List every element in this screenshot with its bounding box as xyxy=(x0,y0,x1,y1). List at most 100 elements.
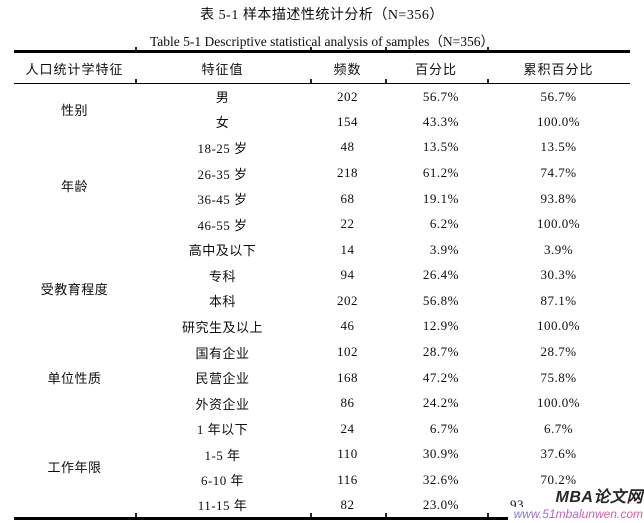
cell-cumulative: 3.9% xyxy=(543,241,574,257)
table-row: 26-35 岁 218 61.2% 74.7% xyxy=(14,160,630,186)
cell-cumulative: 87.1% xyxy=(540,292,577,308)
watermark-site-name: MBA论文网 xyxy=(551,489,644,506)
cell-frequency: 218 xyxy=(337,165,358,181)
cell-cumulative: 6.7% xyxy=(543,420,574,436)
cell-category: 单位性质 xyxy=(47,371,102,387)
cell-frequency: 24 xyxy=(340,420,355,436)
table-row: 研究生及以上 46 12.9% 100.0% xyxy=(14,314,630,340)
rule-tick xyxy=(310,513,312,517)
cell-percentage: 3.9% xyxy=(429,241,459,257)
cell-percentage: 12.9% xyxy=(422,318,459,334)
table-row: 性别 男 202 56.7% 56.7% xyxy=(14,84,630,118)
table-row: 民营企业 168 47.2% 75.8% xyxy=(14,365,630,391)
cell-cumulative: 100.0% xyxy=(536,216,581,232)
table-row: 46-55 岁 22 6.2% 100.0% xyxy=(14,211,630,237)
descriptive-statistics-table: 人口统计学特征 特征值 频数 百分比 累积百分比 性别 男 202 56.7% 56.7% 女 15… xyxy=(14,50,630,520)
rule-tick xyxy=(135,47,137,51)
cell-frequency: 168 xyxy=(337,369,358,385)
cell-percentage: 6.7% xyxy=(429,420,459,436)
watermark-site-url: www.51mbalunwen.com xyxy=(507,507,644,522)
rule-tick xyxy=(135,79,137,83)
cell-category: 工作年限 xyxy=(47,459,102,475)
cell-value: 男 xyxy=(215,90,230,106)
rule-tick xyxy=(310,79,312,83)
table-row: 单位性质 国有企业 102 28.7% 28.7% xyxy=(14,339,630,386)
column-header-1: 特征值 xyxy=(135,51,310,84)
rule-tick xyxy=(135,513,137,517)
table-row: 外资企业 86 24.2% 100.0% xyxy=(14,390,630,416)
table-row: 年龄 18-25 岁 48 13.5% 13.5% xyxy=(14,135,630,194)
cell-value: 46-55 岁 xyxy=(197,217,248,233)
cell-frequency: 22 xyxy=(340,216,355,232)
cell-category: 年龄 xyxy=(60,179,88,195)
cell-cumulative: 70.2% xyxy=(540,471,577,487)
cell-frequency: 102 xyxy=(337,344,358,360)
cell-frequency: 68 xyxy=(340,190,355,206)
cell-frequency: 202 xyxy=(337,88,358,104)
cell-frequency: 46 xyxy=(340,318,355,334)
cell-cumulative: 30.3% xyxy=(540,267,577,283)
table-title-en: Table 5-1 Descriptive statistical analys… xyxy=(149,34,495,49)
cell-frequency: 86 xyxy=(340,395,355,411)
table-row: 11-15 年 82 23.0% 93. xyxy=(14,493,630,519)
cell-value: 研究生及以上 xyxy=(181,319,263,335)
cell-percentage: 61.2% xyxy=(422,165,459,181)
cell-percentage: 23.0% xyxy=(422,496,459,512)
column-header-3: 百分比 xyxy=(385,51,487,84)
cell-frequency: 14 xyxy=(340,241,355,257)
cell-value: 1-5 年 xyxy=(204,447,241,463)
cell-percentage: 47.2% xyxy=(422,369,459,385)
table-row: 6-10 年 116 32.6% 70.2% xyxy=(14,467,630,493)
table-row: 36-45 岁 68 19.1% 93.8% xyxy=(14,186,630,212)
cell-cumulative: 56.7% xyxy=(540,88,577,104)
cell-frequency: 110 xyxy=(337,446,358,462)
cell-value: 高中及以下 xyxy=(188,243,257,259)
cell-value: 26-35 岁 xyxy=(197,166,248,182)
cell-cumulative: 74.7% xyxy=(540,165,577,181)
rule-tick xyxy=(310,47,312,51)
cell-percentage: 43.3% xyxy=(422,113,459,129)
cell-cumulative: 100.0% xyxy=(536,318,581,334)
column-header-4: 累积百分比 xyxy=(487,51,630,84)
cell-value: 36-45 岁 xyxy=(197,192,248,208)
cell-category: 性别 xyxy=(60,102,88,118)
cell-value: 国有企业 xyxy=(195,345,250,361)
cell-cumulative: 100.0% xyxy=(536,395,581,411)
rule-tick xyxy=(385,79,387,83)
watermark-url-text: www.51mbalunwen.com xyxy=(513,507,643,521)
cell-value: 1 年以下 xyxy=(196,422,249,438)
column-header-0: 人口统计学特征 xyxy=(14,51,135,84)
cell-percentage: 26.4% xyxy=(422,267,459,283)
cell-cumulative: 75.8% xyxy=(540,369,577,385)
cell-cumulative: 93.8% xyxy=(540,190,577,206)
cell-frequency: 48 xyxy=(340,139,355,155)
cell-percentage: 56.7% xyxy=(422,88,459,104)
table-header-row: 人口统计学特征 特征值 频数 百分比 累积百分比 xyxy=(14,51,630,84)
table-title-zh: 表 5-1 样本描述性统计分析（N=356） xyxy=(200,8,444,23)
cell-frequency: 94 xyxy=(340,267,355,283)
watermark: MBA论文网 www.51mbalunwen.com xyxy=(507,489,644,522)
rule-tick xyxy=(487,513,489,517)
cell-percentage: 32.6% xyxy=(422,471,459,487)
cell-category: 受教育程度 xyxy=(40,281,109,297)
column-header-2: 频数 xyxy=(310,51,385,84)
cell-percentage: 6.2% xyxy=(429,216,459,232)
table-row: 女 154 43.3% 100.0% xyxy=(14,109,630,135)
cell-value: 民营企业 xyxy=(195,371,250,387)
cell-percentage: 28.7% xyxy=(422,344,459,360)
cell-cumulative: 100.0% xyxy=(536,113,581,129)
cell-percentage: 24.2% xyxy=(422,395,459,411)
cell-value: 本科 xyxy=(208,294,236,310)
cell-frequency: 82 xyxy=(340,496,355,512)
cell-percentage: 13.5% xyxy=(422,139,459,155)
rule-tick xyxy=(385,47,387,51)
rule-tick xyxy=(385,513,387,517)
cell-cumulative: 37.6% xyxy=(540,446,577,462)
table-row: 1-5 年 110 30.9% 37.6% xyxy=(14,442,630,468)
cell-value: 女 xyxy=(215,115,230,131)
table-row: 专科 94 26.4% 30.3% xyxy=(14,263,630,289)
cell-value: 外资企业 xyxy=(195,396,250,412)
cell-frequency: 154 xyxy=(337,113,358,129)
cell-percentage: 30.9% xyxy=(422,446,459,462)
